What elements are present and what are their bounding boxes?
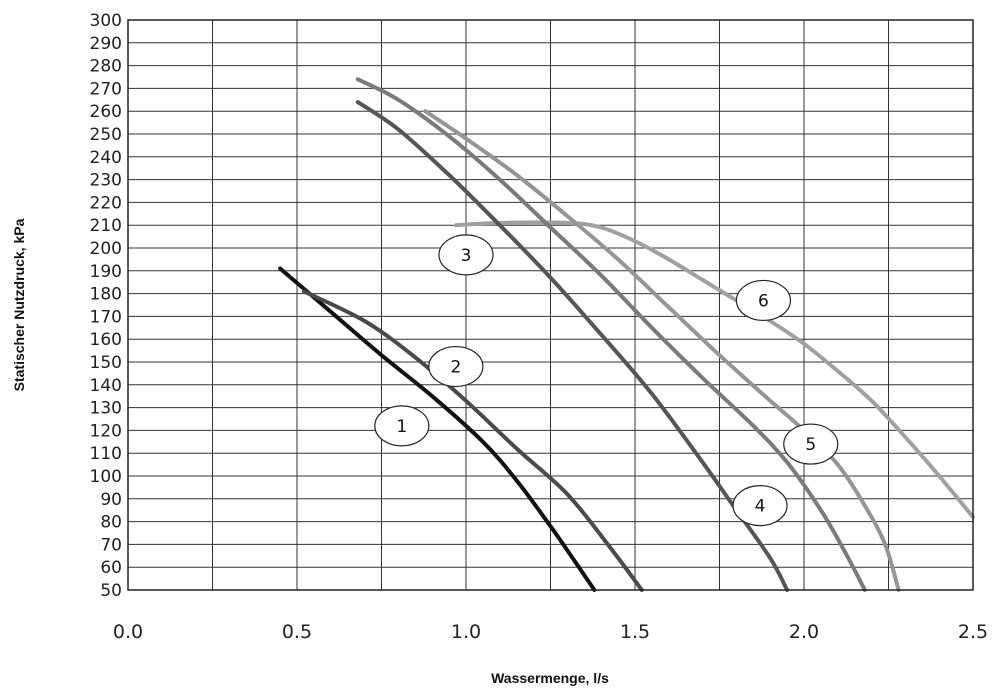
y-tick-label: 280 <box>90 57 122 77</box>
x-tick-labels: 0.0 0.5 1.0 1.5 2.0 2.5 <box>113 621 988 643</box>
series-label-6: 6 <box>735 279 792 322</box>
series-label-ellipse <box>374 405 430 447</box>
series-label-5: 5 <box>783 423 839 465</box>
grid <box>127 19 974 591</box>
x-tick-label: 0.5 <box>282 621 312 643</box>
y-tick-label: 110 <box>90 444 122 464</box>
series-label-ellipse <box>735 279 792 322</box>
y-tick-label: 260 <box>90 102 122 122</box>
series-label-ellipse <box>732 485 788 527</box>
series-label-text: 2 <box>450 358 461 378</box>
y-tick-label: 230 <box>90 171 122 191</box>
series-line-2 <box>301 289 644 592</box>
y-tick-label: 170 <box>90 307 122 327</box>
y-tick-label: 100 <box>90 467 122 487</box>
series-label-4: 4 <box>732 485 788 527</box>
plot-frame <box>127 19 974 591</box>
y-tick-label: 70 <box>100 535 122 555</box>
series-label-text: 3 <box>461 246 472 266</box>
y-tick-label: 200 <box>90 239 122 259</box>
series-line-1 <box>278 266 597 592</box>
y-tick-label: 140 <box>90 376 122 396</box>
y-tick-label: 220 <box>90 193 122 213</box>
series-label-text: 6 <box>758 291 769 311</box>
series-label-text: 5 <box>805 435 816 455</box>
series-label-2: 2 <box>428 345 484 388</box>
y-tick-label: 290 <box>90 34 122 54</box>
x-tick-label: 2.5 <box>958 621 988 643</box>
series-label-3: 3 <box>438 234 494 276</box>
x-tick-label: 1.5 <box>620 621 650 643</box>
y-tick-label: 180 <box>90 285 122 305</box>
y-tick-label: 160 <box>90 330 122 350</box>
series-label-ellipse <box>428 345 484 388</box>
x-tick-label: 2.0 <box>789 621 819 643</box>
y-tick-label: 150 <box>90 353 122 373</box>
y-tick-label: 120 <box>90 421 122 441</box>
series-labels: 1 2 3 4 5 6 <box>374 234 839 527</box>
series-line-5 <box>355 77 867 592</box>
y-tick-label: 60 <box>100 558 122 578</box>
y-tick-label: 240 <box>90 148 122 168</box>
y-tick-label: 300 <box>90 11 122 31</box>
series-label-1: 1 <box>374 405 430 447</box>
x-tick-label: 1.0 <box>451 621 481 643</box>
y-tick-label: 50 <box>100 581 122 601</box>
y-tick-label: 270 <box>90 79 122 99</box>
y-tick-label: 250 <box>90 125 122 145</box>
series-line-6 <box>423 109 901 592</box>
series-label-ellipse <box>438 234 494 276</box>
y-tick-label: 190 <box>90 262 122 282</box>
series-lines <box>278 77 975 592</box>
x-tick-label: 0.0 <box>113 621 143 643</box>
y-tick-label: 80 <box>100 513 122 533</box>
series-label-text: 4 <box>755 497 766 517</box>
y-axis-label: Statischer Nutzdruck, kPa <box>11 218 27 391</box>
series-label-text: 1 <box>396 417 407 437</box>
y-tick-label: 130 <box>90 399 122 419</box>
y-tick-label: 210 <box>90 216 122 236</box>
series-label-ellipse <box>783 423 839 465</box>
y-tick-label: 90 <box>100 490 122 510</box>
x-axis-label: Wassermenge, l/s <box>491 670 609 686</box>
